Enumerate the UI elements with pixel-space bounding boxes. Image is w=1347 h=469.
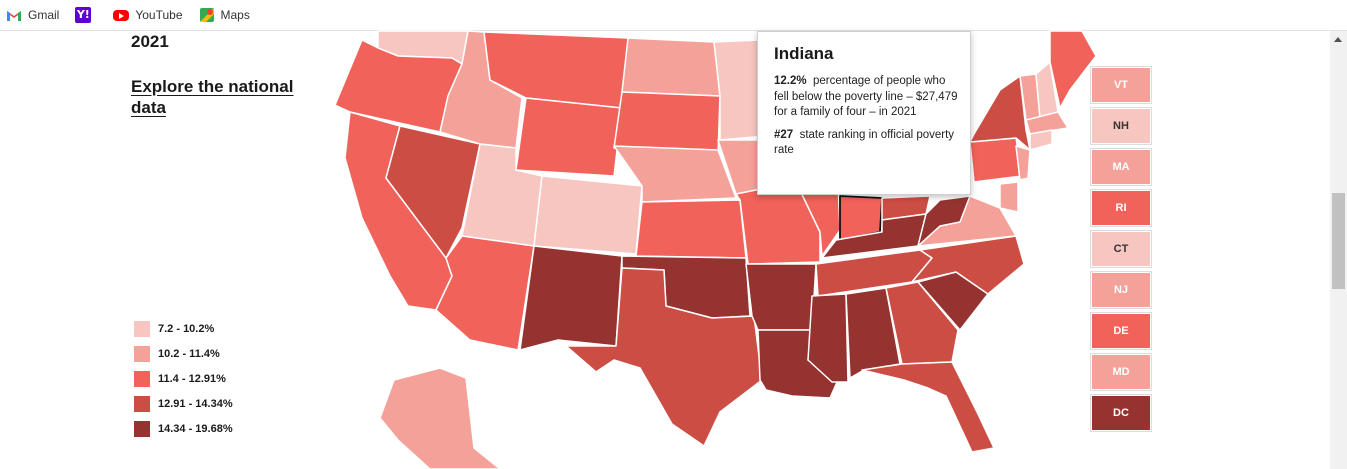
tooltip-rate-value: 12.2% xyxy=(774,75,807,87)
tooltip-rate-text: percentage of people who fell below the … xyxy=(774,75,958,118)
state-arizona[interactable] xyxy=(435,235,535,351)
legend-label: 10.2 - 11.4% xyxy=(158,347,220,360)
state-alaska[interactable] xyxy=(379,367,501,469)
legend-swatch xyxy=(134,395,150,412)
state-new-york[interactable] xyxy=(969,75,1031,151)
small-state-ri[interactable]: RI xyxy=(1090,189,1152,227)
state-texas[interactable] xyxy=(565,267,763,447)
small-state-vt[interactable]: VT xyxy=(1090,66,1152,104)
bookmark-youtube-label: YouTube xyxy=(135,8,183,22)
legend-item: 12.91 - 14.34% xyxy=(134,391,233,416)
tooltip-poverty-rate: 12.2% percentage of people who fell belo… xyxy=(774,74,959,121)
bookmark-maps-label: Maps xyxy=(220,8,250,22)
legend-swatch xyxy=(134,345,150,362)
state-florida[interactable] xyxy=(861,361,995,453)
state-north-dakota[interactable] xyxy=(621,37,721,97)
state-georgia[interactable] xyxy=(885,281,959,365)
year-label: 2021 xyxy=(131,32,169,51)
tooltip-rank-text: state ranking in official poverty rate xyxy=(774,128,955,157)
bookmark-gmail-label: Gmail xyxy=(28,8,60,22)
state-north-carolina[interactable] xyxy=(911,235,1025,295)
bookmarks-bar: Gmail Y! YouTube Maps xyxy=(0,0,1347,31)
small-state-nh[interactable]: NH xyxy=(1090,107,1152,145)
legend-label: 11.4 - 12.91% xyxy=(158,372,226,385)
state-wyoming[interactable] xyxy=(515,97,623,177)
state-west-virginia[interactable] xyxy=(917,195,971,247)
legend-item: 14.34 - 19.68% xyxy=(134,416,233,441)
scrollbar-thumb[interactable] xyxy=(1332,193,1345,289)
legend-item: 7.2 - 10.2% xyxy=(134,316,233,341)
tooltip-ranking: #27 state ranking in official poverty ra… xyxy=(774,128,959,159)
legend-label: 14.34 - 19.68% xyxy=(158,422,233,435)
maps-icon xyxy=(199,7,215,23)
state-mississippi[interactable] xyxy=(807,293,849,383)
legend-swatch xyxy=(134,420,150,437)
legend-swatch xyxy=(134,370,150,387)
legend-label: 7.2 - 10.2% xyxy=(158,322,215,335)
yahoo-icon: Y! xyxy=(75,7,92,23)
state-pennsylvania[interactable] xyxy=(969,137,1023,183)
small-state-md[interactable]: MD xyxy=(1090,353,1152,391)
legend: 7.2 - 10.2% 10.2 - 11.4% 11.4 - 12.91% 1… xyxy=(134,316,233,441)
youtube-icon-wrap xyxy=(113,7,130,23)
bookmark-gmail[interactable]: Gmail xyxy=(6,7,59,23)
bookmark-youtube[interactable]: YouTube xyxy=(113,7,183,23)
small-state-nj[interactable]: NJ xyxy=(1090,271,1152,309)
small-state-ma[interactable]: MA xyxy=(1090,148,1152,186)
small-state-ct[interactable]: CT xyxy=(1090,230,1152,268)
state-massachusetts[interactable] xyxy=(1025,111,1069,135)
small-state-dc[interactable]: DC xyxy=(1090,394,1152,432)
tooltip-state-name: Indiana xyxy=(774,44,834,63)
state-connecticut[interactable] xyxy=(1029,129,1053,151)
gmail-icon xyxy=(6,7,22,23)
bookmark-yahoo[interactable]: Y! xyxy=(75,7,97,23)
state-arkansas[interactable] xyxy=(745,263,817,331)
legend-swatch xyxy=(134,320,150,337)
scroll-up-arrow-icon[interactable] xyxy=(1334,37,1342,42)
state-nevada[interactable] xyxy=(385,125,481,259)
state-tooltip: Indiana 12.2% percentage of people who f… xyxy=(757,31,971,195)
state-nebraska[interactable] xyxy=(613,145,737,203)
page-scrollbar[interactable] xyxy=(1330,31,1347,469)
state-new-jersey[interactable] xyxy=(1015,145,1031,181)
state-maine[interactable] xyxy=(1049,30,1097,109)
legend-item: 10.2 - 11.4% xyxy=(134,341,233,366)
bookmark-maps[interactable]: Maps xyxy=(199,7,250,23)
tooltip-rank-value: #27 xyxy=(774,128,794,141)
legend-label: 12.91 - 14.34% xyxy=(158,397,233,410)
state-kansas[interactable] xyxy=(635,199,747,259)
youtube-icon xyxy=(113,9,130,21)
state-delaware-region[interactable] xyxy=(999,181,1019,213)
explore-national-data-link[interactable]: Explore the national data xyxy=(131,77,294,117)
small-state-de[interactable]: DE xyxy=(1090,312,1152,350)
state-south-dakota[interactable] xyxy=(613,91,721,155)
legend-item: 11.4 - 12.91% xyxy=(134,366,233,391)
small-states-column: VT NH MA RI CT NJ DE MD DC xyxy=(1090,66,1152,436)
state-new-mexico[interactable] xyxy=(519,245,623,351)
state-colorado[interactable] xyxy=(533,175,643,255)
